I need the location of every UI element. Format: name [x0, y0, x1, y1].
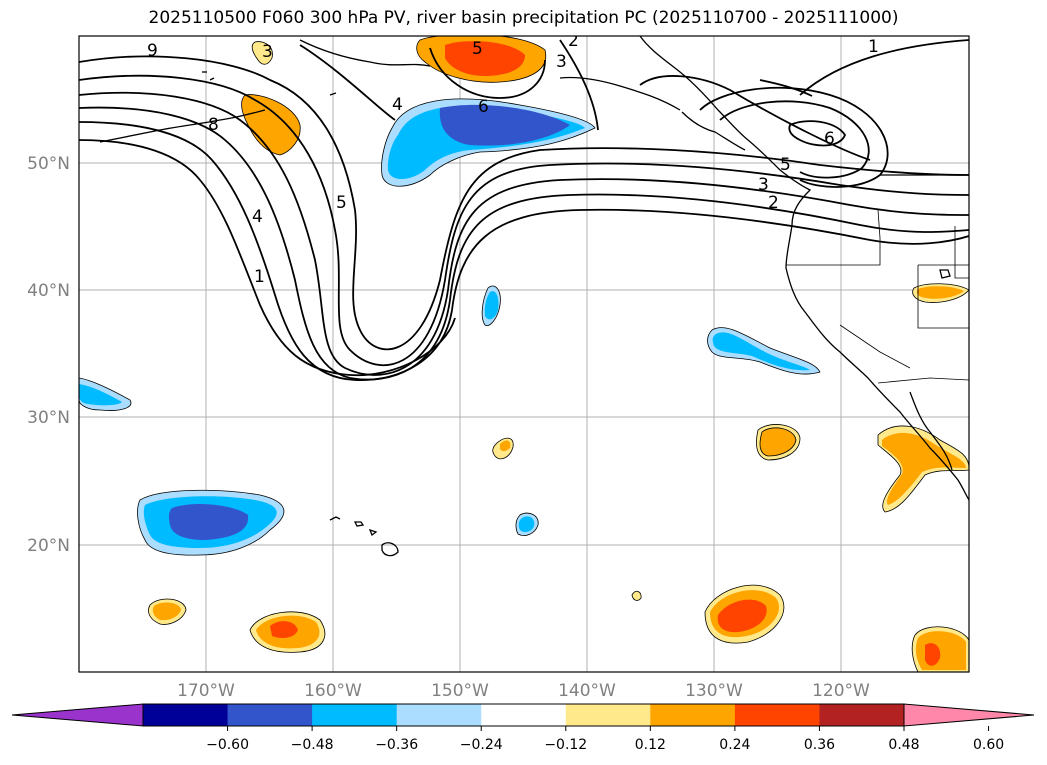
- colorbar-extend-low: [11, 703, 144, 727]
- contour-labels: 9 3 5 2 3 1 8 4 6 4 5 1 6 5 3 2: [147, 31, 879, 287]
- contour-label: 5: [472, 39, 483, 59]
- lat-label: 50°N: [27, 154, 70, 174]
- lon-label: 160°W: [304, 681, 362, 701]
- colorbar-tick-label: 0.24: [719, 737, 750, 753]
- colorbar-cell: [481, 704, 567, 726]
- contour-label: 3: [556, 52, 567, 72]
- map-area: 9 3 5 2 3 1 8 4 6 4 5 1 6 5 3 2: [79, 31, 969, 672]
- lon-label: 120°W: [812, 681, 870, 701]
- colorbar-cell: [565, 704, 651, 726]
- colorbar: −0.60 −0.48 −0.36 −0.24 −0.12 0.12 0.24 0.36 0.4…: [11, 703, 1035, 753]
- contour-label: 4: [392, 95, 403, 115]
- contour-label: 2: [568, 31, 579, 51]
- contour-label: 6: [478, 97, 489, 117]
- colorbar-tick-label: 0.12: [635, 737, 666, 753]
- colorbar-cell: [396, 704, 482, 726]
- colorbar-cell: [650, 704, 736, 726]
- contour-label: 5: [780, 155, 791, 175]
- colorbar-cell: [312, 704, 398, 726]
- pos-blob-west: [241, 94, 301, 156]
- contour-label: 9: [147, 41, 158, 61]
- contour-label: 2: [768, 193, 779, 213]
- precip-fill-areas: [79, 36, 969, 672]
- colorbar-tick-label: −0.48: [291, 737, 334, 753]
- colorbar-cell: [734, 704, 820, 726]
- pv-contours: [79, 39, 969, 381]
- colorbar-tick-label: 0.48: [888, 737, 919, 753]
- map-frame: [78, 35, 970, 673]
- colorbar-tick-label: −0.36: [375, 737, 418, 753]
- coastlines: [99, 36, 969, 557]
- colorbar-tick-label: 0.60: [973, 737, 1004, 753]
- colorbar-cell: [143, 704, 229, 726]
- colorbar-tick-label: 0.36: [804, 737, 835, 753]
- lat-label: 20°N: [27, 536, 70, 556]
- colorbar-tick-label: −0.24: [460, 737, 503, 753]
- contour-label: 3: [262, 42, 273, 62]
- colorbar-cell: [819, 704, 905, 726]
- colorbar-frame: [142, 703, 905, 727]
- colorbar-tick-label: −0.60: [206, 737, 249, 753]
- colorbar-cell: [227, 704, 313, 726]
- colorbar-tick-label: −0.12: [544, 737, 587, 753]
- lon-label: 140°W: [558, 681, 616, 701]
- lat-label: 40°N: [27, 281, 70, 301]
- contour-label: 8: [208, 115, 219, 135]
- lon-label: 130°W: [685, 681, 743, 701]
- contour-label: 4: [252, 207, 263, 227]
- contour-label: 6: [824, 129, 835, 149]
- lon-label: 170°W: [177, 681, 235, 701]
- contour-label: 5: [336, 193, 347, 213]
- map-title: 2025110500 F060 300 hPa PV, river basin …: [148, 8, 899, 28]
- longitude-labels: 170°W 160°W 150°W 140°W 130°W 120°W: [177, 681, 870, 701]
- contour-label: 1: [868, 37, 879, 57]
- colorbar-extend-high: [903, 703, 1035, 727]
- contour-label: 3: [758, 175, 769, 195]
- lon-label: 150°W: [431, 681, 489, 701]
- latitude-labels: 50°N 40°N 30°N 20°N: [27, 154, 70, 556]
- lat-label: 30°N: [27, 408, 70, 428]
- contour-label: 1: [254, 267, 265, 287]
